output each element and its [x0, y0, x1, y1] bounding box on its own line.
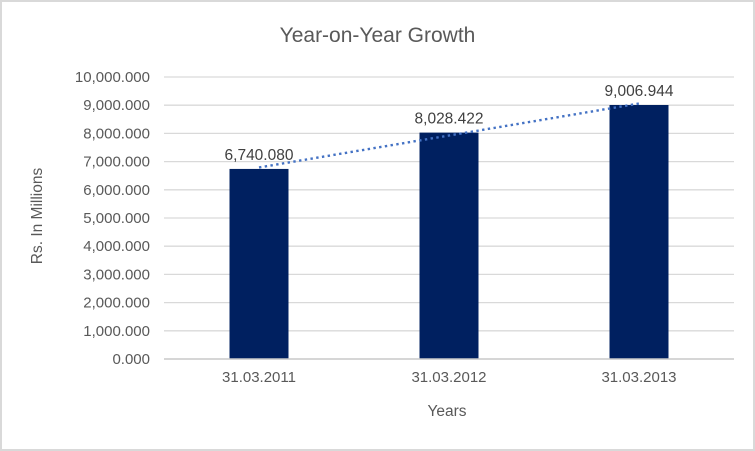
y-tick-label: 6,000.000: [83, 182, 150, 199]
y-tick-label: 5,000.000: [83, 210, 150, 227]
y-tick-label: 10,000.000: [75, 69, 150, 86]
bar-2: [609, 105, 669, 359]
x-tick-label: 31.03.2012: [411, 369, 486, 386]
y-tick-label: 1,000.000: [83, 323, 150, 340]
x-tick-label: 31.03.2013: [601, 369, 676, 386]
x-tick-label: 31.03.2011: [222, 369, 296, 386]
y-tick-label: 2,000.000: [83, 295, 150, 312]
y-tick-label: 3,000.000: [83, 266, 150, 283]
data-label: 9,006.944: [605, 83, 674, 100]
bar-1: [419, 132, 479, 359]
y-tick-label: 8,000.000: [83, 125, 150, 142]
data-label: 8,028.422: [415, 111, 484, 128]
trendline: [258, 102, 640, 169]
x-axis-title: Years: [427, 403, 467, 420]
chart-title: Year-on-Year Growth: [279, 24, 476, 47]
bar-0: [229, 168, 289, 359]
y-tick-label: 7,000.000: [83, 154, 150, 171]
y-tick-label: 4,000.000: [83, 238, 150, 255]
data-label: 6,740.080: [225, 147, 294, 164]
y-tick-label: 9,000.000: [83, 97, 150, 114]
y-tick-label: 0.000: [112, 351, 150, 368]
